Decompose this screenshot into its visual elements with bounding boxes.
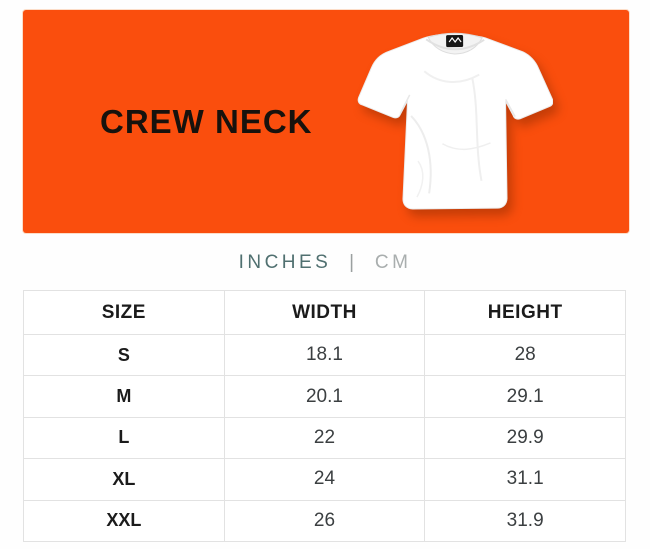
size-label: XXL [23,499,225,543]
column-header-width: WIDTH [223,290,426,335]
table-row-s: S 18.1 28 [23,333,626,377]
size-table: SIZE WIDTH HEIGHT S 18.1 28 M 20.1 29.1 … [23,290,626,543]
width-value: 20.1 [223,375,426,418]
table-row-xl: XL 24 31.1 [23,458,626,501]
size-label: L [23,416,225,460]
width-value: 24 [223,458,426,501]
table-row-l: L 22 29.9 [23,416,626,460]
width-value: 22 [223,416,426,460]
table-row-xxl: XXL 26 31.9 [23,499,626,543]
product-title: CREW NECK [100,102,313,140]
height-value: 28 [424,333,626,377]
size-label: M [23,375,225,418]
table-header-row: SIZE WIDTH HEIGHT [23,290,626,335]
table-row-m: M 20.1 29.1 [23,375,626,418]
product-banner: CREW NECK [23,10,629,233]
unit-option-cm[interactable]: CM [374,252,412,273]
height-value: 29.9 [424,416,626,460]
size-label: S [23,333,225,377]
column-header-height: HEIGHT [424,290,626,335]
unit-divider: | [349,252,355,273]
column-header-size: SIZE [23,290,225,335]
width-value: 26 [223,499,426,543]
height-value: 31.9 [424,499,626,543]
width-value: 18.1 [223,333,426,377]
size-label: XL [23,458,225,501]
height-value: 31.1 [424,458,626,501]
tshirt-image [353,22,553,222]
height-value: 29.1 [424,375,626,418]
unit-option-inches[interactable]: INCHES [238,252,332,273]
unit-toggle: INCHES | CM [0,252,650,274]
